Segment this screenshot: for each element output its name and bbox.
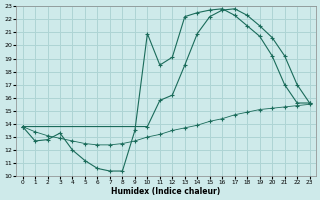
X-axis label: Humidex (Indice chaleur): Humidex (Indice chaleur): [111, 187, 221, 196]
